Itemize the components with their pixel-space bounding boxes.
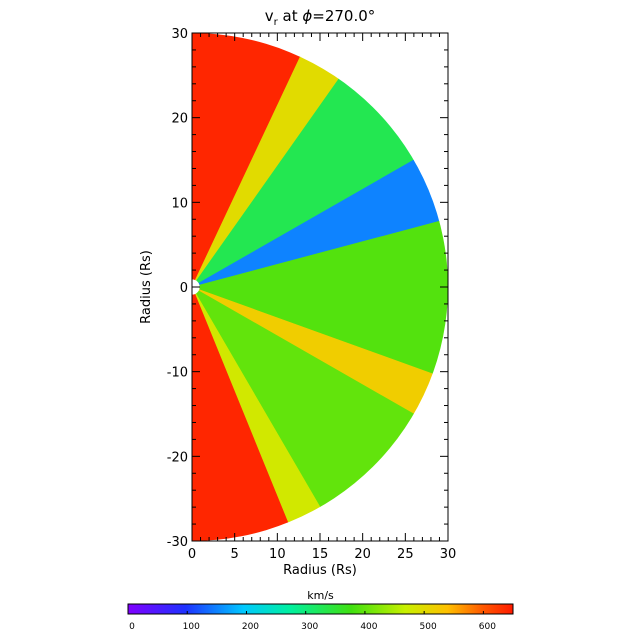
chart-title: vr at ϕ=270.0°	[265, 7, 376, 28]
x-tick-label: 30	[440, 547, 457, 562]
colorbar-tick-label: 400	[360, 622, 377, 632]
y-tick-label: 20	[171, 112, 188, 127]
y-tick-label: -20	[167, 450, 188, 465]
x-axis-label: Radius (Rs)	[283, 563, 357, 578]
colorbar-tick-label: 0	[129, 622, 135, 632]
y-axis-label: Radius (Rs)	[139, 250, 154, 324]
x-tick-label: 0	[188, 547, 196, 562]
y-tick-label: -10	[167, 366, 188, 381]
speed-map	[192, 33, 448, 541]
title-subscript: r	[274, 17, 279, 28]
colorbar-tick-label: 500	[420, 622, 437, 632]
y-tick-label: 30	[171, 27, 188, 42]
x-tick-label: 10	[269, 547, 286, 562]
title-value: =270.0°	[312, 7, 375, 25]
x-tick-label: 5	[231, 547, 239, 562]
colorbar	[127, 603, 514, 615]
x-tick-label: 15	[312, 547, 329, 562]
colorbar-tick-label: 200	[242, 622, 259, 632]
y-tick-label: 0	[180, 281, 188, 296]
colorbar-label: km/s	[307, 589, 334, 602]
title-rest: at	[278, 7, 303, 25]
title-phi: ϕ	[302, 7, 312, 25]
x-tick-label: 25	[397, 547, 414, 562]
colorbar-tick-label: 100	[183, 622, 200, 632]
speed-region	[192, 286, 294, 541]
axis-ticks: 0 5 10 15 20 25 30 -30 -20 -10 0 10 20 30	[167, 27, 457, 562]
y-tick-label: -30	[167, 535, 188, 550]
colorbar-tick-label: 600	[479, 622, 496, 632]
colorbar-ticks: 0 100 200 300 400 500 600	[127, 611, 496, 632]
title-prefix: v	[265, 7, 274, 25]
y-tick-label: 10	[171, 196, 188, 211]
x-tick-label: 20	[354, 547, 371, 562]
colorbar-tick-label: 300	[301, 622, 318, 632]
